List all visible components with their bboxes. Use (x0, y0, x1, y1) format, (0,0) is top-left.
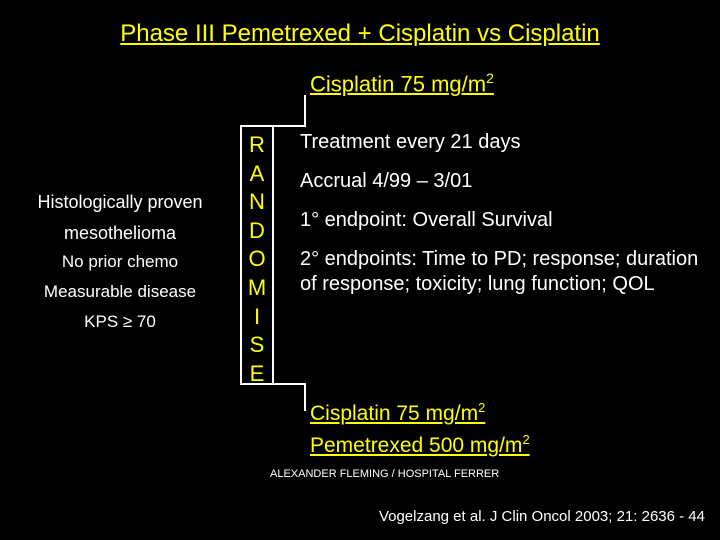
detail-treatment: Treatment every 21 days (300, 130, 700, 155)
detail-accrual: Accrual 4/99 – 3/01 (300, 169, 700, 194)
eligibility-line5: KPS ≥ 70 (20, 310, 220, 334)
rand-letter: R (242, 131, 272, 160)
rand-letter: I (242, 303, 272, 332)
rand-letter: S (242, 331, 272, 360)
rand-letter: M (242, 274, 272, 303)
footer-institution: ALEXANDER FLEMING / HOSPITAL FERRER (270, 468, 499, 480)
connector-line (274, 383, 304, 385)
eligibility-line2: mesothelioma (20, 221, 220, 246)
eligibility-line1: Histologically proven (20, 190, 220, 215)
citation: Vogelzang et al. J Clin Oncol 2003; 21: … (379, 508, 705, 525)
detail-primary-endpoint: 1° endpoint: Overall Survival (300, 208, 700, 233)
arm-bottom-pemetrexed: Pemetrexed 500 mg/m2 (310, 432, 530, 458)
randomise-box: R A N D O M I S E (240, 125, 274, 385)
arm-bottom1-text: Cisplatin 75 mg/m (310, 402, 478, 425)
slide-title: Phase III Pemetrexed + Cisplatin vs Cisp… (0, 0, 720, 48)
rand-letter: D (242, 217, 272, 246)
arm-top-text: Cisplatin 75 mg/m (310, 71, 486, 96)
rand-letter: N (242, 188, 272, 217)
detail-secondary-endpoints: 2° endpoints: Time to PD; response; dura… (300, 247, 700, 297)
eligibility-line3: No prior chemo (20, 250, 220, 274)
eligibility-line4: Measurable disease (20, 280, 220, 304)
arm-top-label: Cisplatin 75 mg/m2 (310, 70, 494, 97)
rand-letter: A (242, 160, 272, 189)
arm-bottom2-sup: 2 (522, 432, 529, 447)
arm-bottom-cisplatin: Cisplatin 75 mg/m2 (310, 400, 485, 426)
connector-line (274, 125, 304, 127)
connector-line (304, 95, 306, 127)
rand-letter: E (242, 360, 272, 389)
study-details: Treatment every 21 days Accrual 4/99 – 3… (300, 130, 700, 311)
rand-letter: O (242, 245, 272, 274)
eligibility-block: Histologically proven mesothelioma No pr… (20, 190, 220, 334)
arm-bottom2-text: Pemetrexed 500 mg/m (310, 434, 522, 457)
arm-top-sup: 2 (486, 70, 494, 86)
arm-bottom1-sup: 2 (478, 400, 485, 415)
connector-line (304, 383, 306, 411)
